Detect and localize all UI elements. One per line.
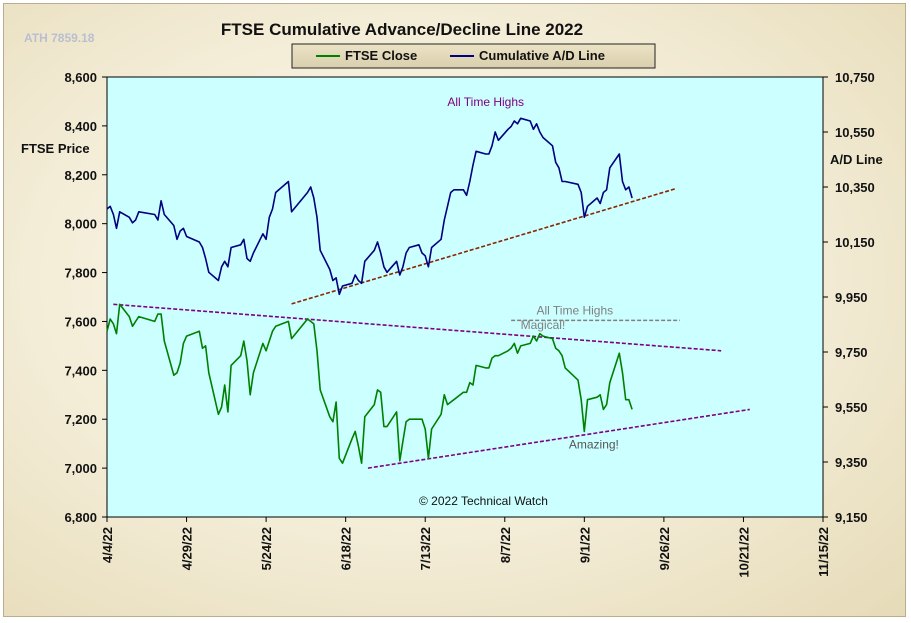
ath-label: ATH 7859.18 bbox=[24, 31, 95, 45]
plot-area bbox=[106, 76, 824, 518]
x-tick-label: 8/7/22 bbox=[498, 527, 513, 563]
legend-ad-label: Cumulative A/D Line bbox=[479, 48, 605, 63]
legend: FTSE Close Cumulative A/D Line bbox=[291, 43, 656, 69]
chart-title: FTSE Cumulative Advance/Decline Line 202… bbox=[221, 20, 583, 39]
right-tick-label: 10,550 bbox=[835, 125, 875, 140]
x-tick-label: 5/24/22 bbox=[259, 527, 274, 570]
left-tick-label: 6,800 bbox=[64, 510, 97, 525]
left-tick-label: 7,600 bbox=[64, 314, 97, 329]
right-tick-label: 9,350 bbox=[835, 455, 868, 470]
trendlines bbox=[113, 187, 750, 469]
left-tick-label: 8,400 bbox=[64, 119, 97, 134]
trendline bbox=[113, 303, 722, 352]
left-axis-title: FTSE Price bbox=[21, 141, 90, 156]
x-tick-label: 4/4/22 bbox=[100, 527, 115, 563]
right-tick-label: 10,350 bbox=[835, 180, 875, 195]
left-axis: 8,600 8,400 8,200 8,000 7,800 7,600 7,400 7,200… bbox=[64, 70, 107, 525]
annotation-label: Amazing! bbox=[569, 438, 619, 452]
left-tick-label: 7,000 bbox=[64, 461, 97, 476]
right-tick-label: 9,550 bbox=[835, 400, 868, 415]
ftse-close-line bbox=[106, 303, 633, 464]
annotation-label: All Time Highs bbox=[536, 304, 613, 318]
series bbox=[106, 117, 633, 464]
annotation-label: All Time Highs bbox=[447, 95, 524, 109]
annotation-label: Magical! bbox=[521, 318, 566, 332]
left-tick-label: 7,400 bbox=[64, 363, 97, 378]
x-axis: 4/4/22 4/29/22 5/24/22 6/18/22 7/13/22 8/7/22… bbox=[100, 517, 831, 578]
right-tick-label: 9,950 bbox=[835, 290, 868, 305]
right-axis: 10,750 10,550 10,350 10,150 9,950 9,750 9,550 9… bbox=[823, 70, 875, 525]
x-tick-label: 6/18/22 bbox=[339, 527, 354, 570]
legend-ftse-label: FTSE Close bbox=[345, 48, 417, 63]
left-tick-label: 8,000 bbox=[64, 217, 97, 232]
right-tick-label: 10,150 bbox=[835, 235, 875, 250]
copyright: © 2022 Technical Watch bbox=[419, 494, 548, 508]
trendline bbox=[291, 187, 677, 305]
left-tick-label: 8,600 bbox=[64, 70, 97, 85]
chart-frame: ATH 7859.18 FTSE Cumulative Advance/Decl… bbox=[3, 3, 906, 617]
right-tick-label: 9,150 bbox=[835, 510, 868, 525]
chart: ATH 7859.18 FTSE Cumulative Advance/Decl… bbox=[21, 20, 883, 578]
x-tick-label: 9/26/22 bbox=[657, 527, 672, 570]
left-tick-label: 7,200 bbox=[64, 412, 97, 427]
x-tick-label: 7/13/22 bbox=[418, 527, 433, 570]
right-axis-title: A/D Line bbox=[830, 152, 883, 167]
x-tick-label: 11/15/22 bbox=[816, 527, 831, 577]
right-tick-label: 10,750 bbox=[835, 70, 875, 85]
ad-line bbox=[106, 117, 633, 296]
x-tick-label: 10/21/22 bbox=[736, 527, 751, 578]
trendline bbox=[367, 408, 750, 469]
left-tick-label: 8,200 bbox=[64, 168, 97, 183]
right-tick-label: 9,750 bbox=[835, 345, 868, 360]
x-tick-label: 9/1/22 bbox=[577, 527, 592, 563]
x-tick-label: 4/29/22 bbox=[180, 527, 195, 570]
left-tick-label: 7,800 bbox=[64, 266, 97, 281]
